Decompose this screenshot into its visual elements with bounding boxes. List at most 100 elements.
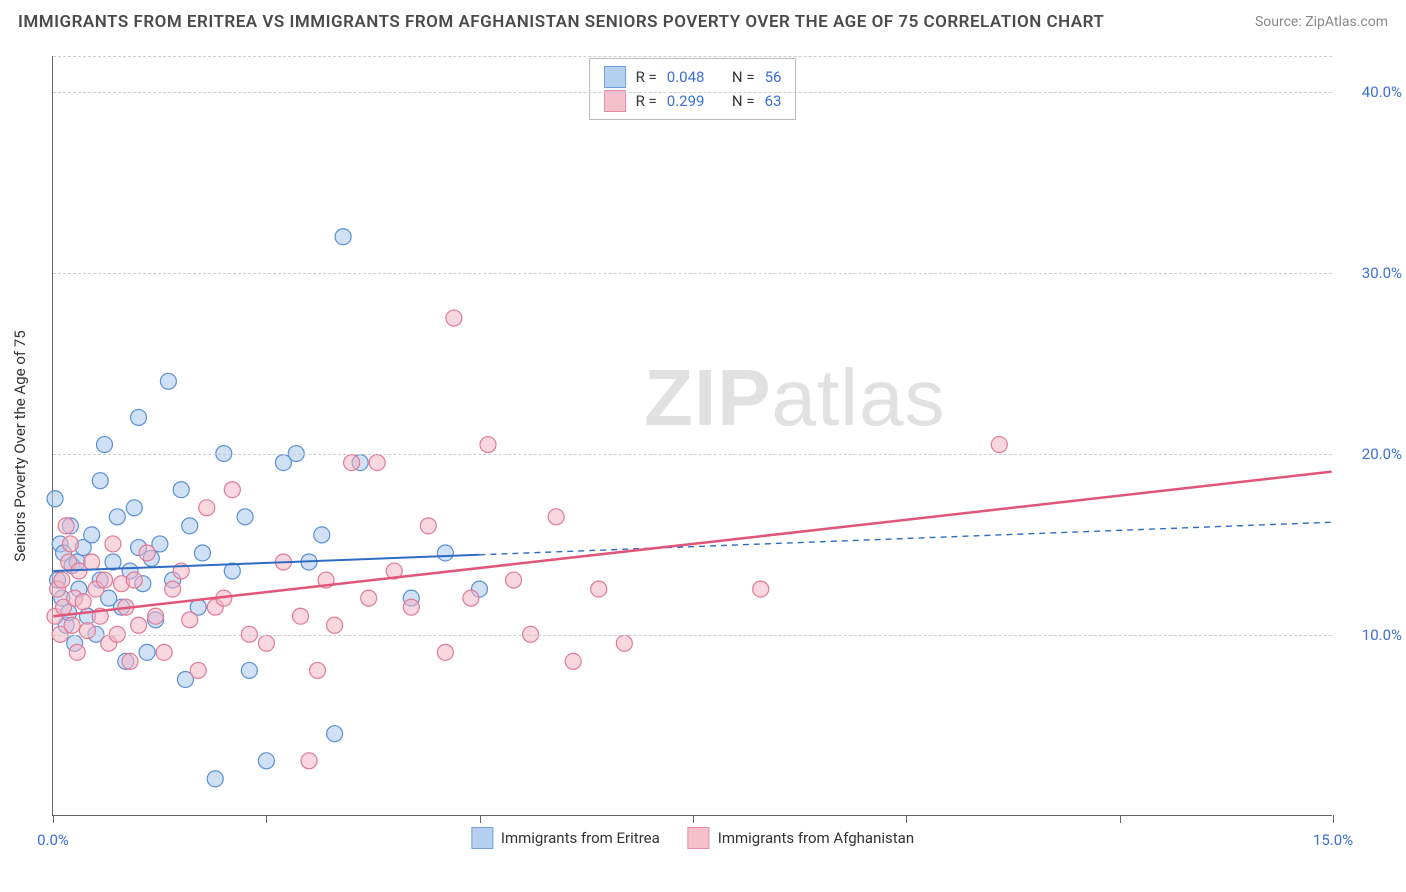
data-point-afghanistan [292, 608, 308, 624]
data-point-afghanistan [96, 572, 112, 588]
data-point-afghanistan [122, 653, 138, 669]
x-tick [53, 815, 54, 823]
data-point-afghanistan [327, 617, 343, 633]
data-point-eritrea [335, 229, 351, 245]
data-point-afghanistan [224, 482, 240, 498]
x-tick [266, 815, 267, 823]
trendline-afghanistan [53, 472, 1331, 617]
r-value-eritrea: 0.048 [667, 65, 705, 89]
data-point-eritrea [96, 437, 112, 453]
n-value-eritrea: 56 [765, 65, 782, 89]
y-tick-label: 30.0% [1342, 264, 1402, 282]
data-point-eritrea [327, 726, 343, 742]
legend-item-afghanistan: Immigrants from Afghanistan [688, 827, 914, 849]
data-point-eritrea [84, 527, 100, 543]
data-point-afghanistan [403, 599, 419, 615]
gridline-h [53, 92, 1332, 93]
data-point-afghanistan [480, 437, 496, 453]
data-point-eritrea [173, 482, 189, 498]
data-point-afghanistan [199, 500, 215, 516]
swatch-eritrea [471, 827, 493, 849]
data-point-eritrea [207, 771, 223, 787]
data-point-eritrea [241, 662, 257, 678]
data-point-afghanistan [79, 623, 95, 639]
data-point-afghanistan [69, 644, 85, 660]
y-tick-label: 20.0% [1342, 445, 1402, 463]
trendline-dashed-eritrea [479, 522, 1331, 555]
data-point-afghanistan [753, 581, 769, 597]
data-point-afghanistan [310, 662, 326, 678]
data-point-afghanistan [506, 572, 522, 588]
legend-item-eritrea: Immigrants from Eritrea [471, 827, 660, 849]
legend-label-afghanistan: Immigrants from Afghanistan [718, 829, 914, 847]
data-point-eritrea [92, 473, 108, 489]
data-point-afghanistan [156, 644, 172, 660]
data-point-afghanistan [301, 753, 317, 769]
data-point-afghanistan [58, 518, 74, 534]
x-tick-label: 0.0% [37, 831, 69, 849]
plot-area: ZIPatlas R = 0.048 N = 56 R = 0.299 N = … [52, 56, 1332, 816]
swatch-afghanistan [688, 827, 710, 849]
x-tick-label: 15.0% [1313, 831, 1353, 849]
data-point-eritrea [160, 373, 176, 389]
data-point-afghanistan [591, 581, 607, 597]
data-point-afghanistan [64, 617, 80, 633]
data-point-afghanistan [463, 590, 479, 606]
x-tick [1333, 815, 1334, 823]
n-label: N = [732, 65, 755, 89]
data-point-afghanistan [54, 572, 70, 588]
chart-header: IMMIGRANTS FROM ERITREA VS IMMIGRANTS FR… [18, 12, 1388, 32]
data-point-afghanistan [437, 644, 453, 660]
data-point-afghanistan [616, 635, 632, 651]
data-point-eritrea [131, 409, 147, 425]
data-point-eritrea [437, 545, 453, 561]
data-point-afghanistan [105, 536, 121, 552]
x-tick [1120, 815, 1121, 823]
x-tick [480, 815, 481, 823]
data-point-afghanistan [75, 594, 91, 610]
data-point-afghanistan [991, 437, 1007, 453]
data-point-afghanistan [565, 653, 581, 669]
r-label: R = [636, 65, 657, 89]
stats-legend: R = 0.048 N = 56 R = 0.299 N = 63 [589, 58, 797, 120]
gridline-h [53, 273, 1332, 274]
data-point-eritrea [258, 753, 274, 769]
gridline-h [53, 635, 1332, 636]
data-point-afghanistan [369, 455, 385, 471]
data-point-afghanistan [344, 455, 360, 471]
data-point-eritrea [237, 509, 253, 525]
data-point-eritrea [194, 545, 210, 561]
data-point-eritrea [109, 509, 125, 525]
stats-row-eritrea: R = 0.048 N = 56 [604, 65, 782, 89]
data-point-afghanistan [62, 536, 78, 552]
data-point-afghanistan [548, 509, 564, 525]
data-point-afghanistan [190, 662, 206, 678]
data-point-afghanistan [182, 612, 198, 628]
gridline-h [53, 56, 1332, 57]
data-point-afghanistan [131, 617, 147, 633]
data-point-afghanistan [139, 545, 155, 561]
bottom-legend: Immigrants from Eritrea Immigrants from … [471, 827, 914, 849]
data-point-eritrea [314, 527, 330, 543]
y-tick-label: 10.0% [1342, 626, 1402, 644]
y-tick-label: 40.0% [1342, 83, 1402, 101]
data-point-afghanistan [420, 518, 436, 534]
data-point-afghanistan [361, 590, 377, 606]
data-point-eritrea [47, 491, 63, 507]
x-tick [693, 815, 694, 823]
data-point-afghanistan [446, 310, 462, 326]
gridline-h [53, 454, 1332, 455]
y-axis-title: Seniors Poverty Over the Age of 75 [11, 330, 29, 561]
data-point-afghanistan [258, 635, 274, 651]
data-point-eritrea [182, 518, 198, 534]
x-tick [906, 815, 907, 823]
data-point-afghanistan [126, 572, 142, 588]
legend-label-eritrea: Immigrants from Eritrea [501, 829, 660, 847]
data-point-afghanistan [148, 608, 164, 624]
data-point-eritrea [224, 563, 240, 579]
swatch-eritrea [604, 66, 626, 88]
data-point-afghanistan [84, 554, 100, 570]
data-point-afghanistan [165, 581, 181, 597]
chart-source: Source: ZipAtlas.com [1255, 14, 1388, 30]
data-point-eritrea [126, 500, 142, 516]
